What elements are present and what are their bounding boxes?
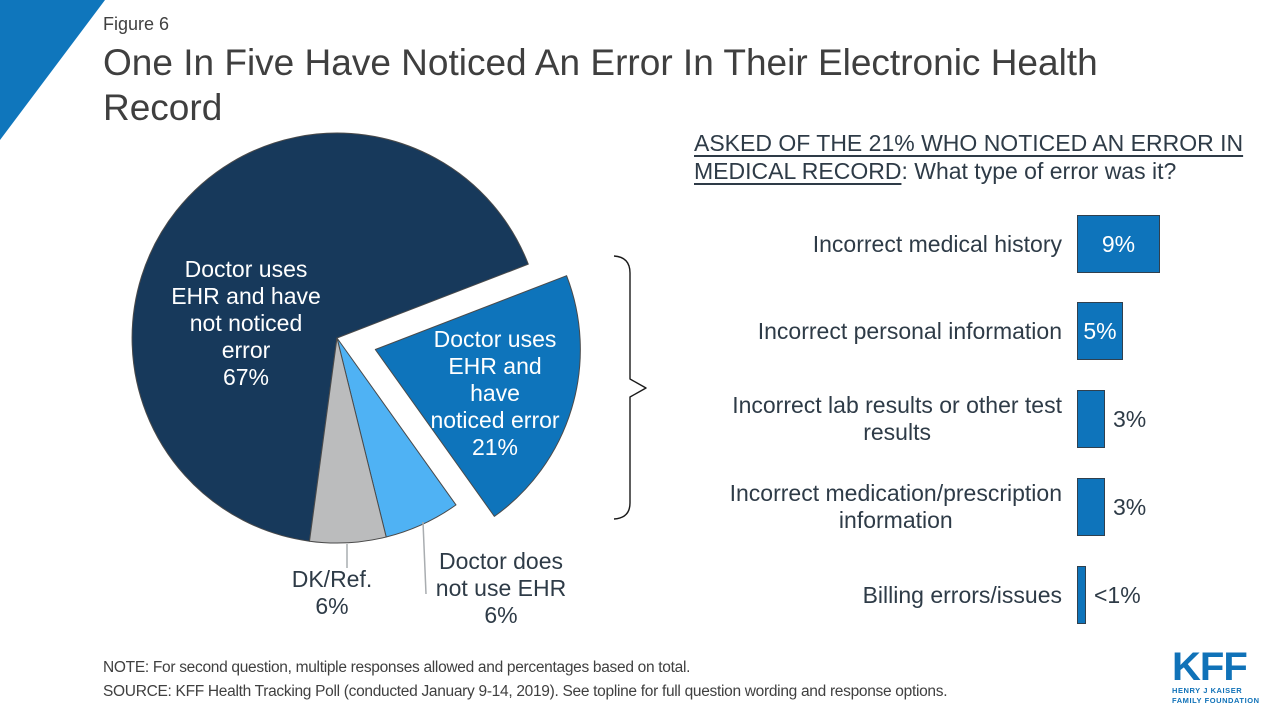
bar-category-line: Incorrect medical history [812, 230, 1062, 257]
bar-category-label: Incorrect medical history [690, 215, 1062, 273]
pie-label-line: EHR and [448, 353, 542, 379]
kff-logo-text: KFF [1172, 645, 1248, 689]
pie-label-line: 21% [471, 434, 519, 460]
bar-category-label-lines: Incorrect medical history [813, 231, 1062, 258]
bar-row-1: Incorrect personal information 5% [690, 302, 1270, 360]
pie-label-line: not noticed [189, 310, 303, 336]
bar-row-0: Incorrect medical history 9% [690, 215, 1270, 273]
pie-label-line: 67% [222, 364, 270, 390]
pie-label-line: not use EHR [435, 575, 567, 601]
bar-category-label-lines: Incorrect medication/prescription informa… [730, 480, 1062, 534]
bar-category-line: Billing errors/issues [862, 581, 1062, 608]
curly-brace [613, 255, 647, 520]
question-header: ASKED OF THE 21% WHO NOTICED AN ERROR IN… [694, 129, 1259, 185]
bar-value-label: 3% [1113, 405, 1147, 432]
bar-category-label-lines: Billing errors/issues [863, 582, 1062, 609]
bar-1: 5% [1077, 302, 1123, 360]
bar-2 [1077, 390, 1105, 448]
page-title: One In Five Have Noticed An Error In The… [103, 42, 1098, 128]
pie-label-line: DK/Ref. [291, 566, 373, 592]
bar-category-line: Incorrect personal information [757, 317, 1062, 344]
kff-logo-tagline-1: HENRY J KAISER [1172, 686, 1243, 695]
bar-category-label: Incorrect personal information [690, 302, 1062, 360]
figure-label: Figure 6 [103, 14, 170, 34]
bar-row-4: Billing errors/issues <1% [690, 566, 1270, 624]
bar-category-line: Incorrect lab results or other test [732, 392, 1062, 418]
question-header-rest: : What type of error was it? [901, 158, 1177, 184]
pie-label-line: noticed error [430, 407, 560, 433]
bar-4 [1077, 566, 1086, 624]
kff-corner-triangle [0, 0, 105, 140]
pie-label-line: Doctor does [438, 548, 563, 574]
bar-0: 9% [1077, 215, 1160, 273]
pie-label-line: Doctor uses [433, 326, 557, 352]
pie-label-line: Doctor uses [184, 256, 308, 282]
pie-label-not-noticed-error: Doctor uses EHR and have not noticed error 6… [146, 256, 346, 391]
pie-label-dk-ref: DK/Ref. 6% [252, 566, 412, 620]
bar-category-label: Incorrect lab results or other test resul… [690, 390, 1062, 448]
bar-category-label-lines: Incorrect personal information [758, 318, 1062, 345]
pie-label-line: error [221, 337, 271, 363]
bar-category-label: Billing errors/issues [690, 566, 1062, 624]
bar-category-label: Incorrect medication/prescription informa… [690, 478, 1062, 536]
pie-label-line: 6% [315, 593, 349, 619]
bar-row-3: Incorrect medication/prescription informa… [690, 478, 1270, 536]
kff-logo: KFF HENRY J KAISER FAMILY FOUNDATION [1172, 645, 1272, 705]
source-text: SOURCE: KFF Health Tracking Poll (conduc… [103, 683, 948, 700]
pie-label-line: have [470, 380, 520, 406]
bar-category-line: results [863, 419, 931, 445]
note-text: NOTE: For second question, multiple resp… [103, 659, 691, 676]
bar-row-2: Incorrect lab results or other test resul… [690, 390, 1270, 448]
kff-logo-tagline-2: FAMILY FOUNDATION [1172, 695, 1260, 705]
bar-category-line: Incorrect medication/prescription [729, 480, 1062, 506]
pie-label-noticed-error: Doctor uses EHR and have noticed error 21% [395, 326, 595, 461]
pie-label-line: EHR and have [171, 283, 321, 309]
pie-label-line: 6% [484, 602, 518, 628]
bar-category-line: information [838, 507, 953, 533]
question-header-underlined: ASKED OF THE 21% WHO NOTICED AN ERROR IN… [694, 130, 1244, 184]
bar-3 [1077, 478, 1105, 536]
bar-value-label: 3% [1113, 493, 1147, 520]
bar-value-label: 9% [1101, 230, 1136, 257]
bar-value-label: <1% [1094, 581, 1141, 608]
bar-value-label: 5% [1083, 317, 1117, 344]
pie-label-doctor-does-not-use-ehr: Doctor does not use EHR 6% [411, 548, 591, 629]
bar-category-label-lines: Incorrect lab results or other test resul… [732, 392, 1062, 446]
